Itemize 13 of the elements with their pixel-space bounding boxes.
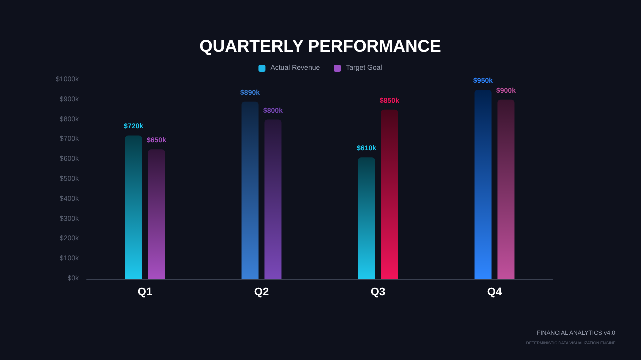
x-tick-label: Q4	[487, 286, 503, 298]
bar	[358, 158, 376, 279]
bar	[242, 102, 259, 279]
bar	[125, 136, 142, 279]
bar	[498, 100, 515, 279]
x-tick-label: Q2	[254, 286, 270, 298]
bar	[474, 90, 492, 279]
x-tick-label: Q3	[370, 286, 386, 298]
bar	[148, 150, 166, 279]
x-tick-label: Q1	[138, 286, 153, 298]
bar	[381, 110, 398, 279]
bar	[264, 120, 282, 279]
chart-title: QUARTERLY PERFORMANCE	[200, 37, 442, 56]
